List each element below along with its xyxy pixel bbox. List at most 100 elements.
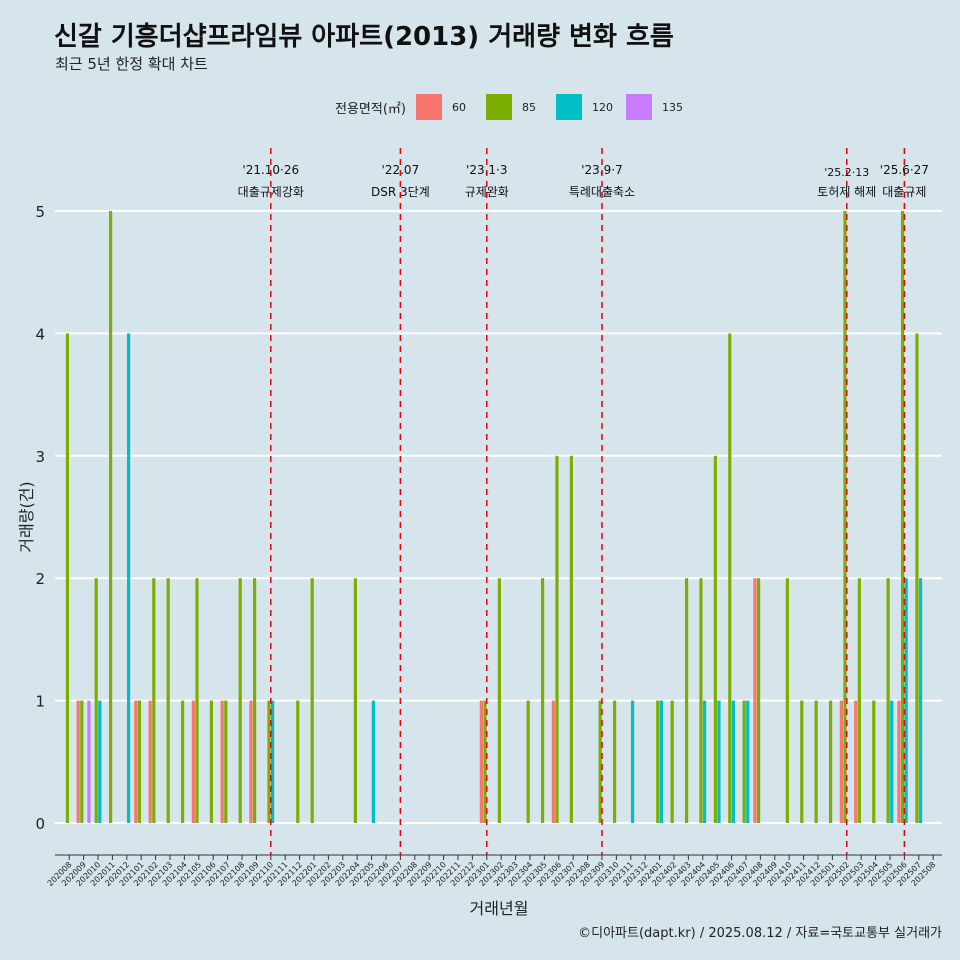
bar-120-202406 (731, 700, 735, 823)
event-date-label: '22.07 (382, 163, 420, 177)
bar-135-202009 (87, 700, 91, 823)
legend-swatch-85 (485, 94, 512, 120)
bar-85-202302 (497, 578, 501, 823)
bar-120-202507 (918, 578, 923, 823)
bar-120-202311 (630, 700, 635, 823)
source-caption: ©디아파트(dapt.kr) / 2025.08.12 / 자료=국토교통부 실… (578, 926, 942, 941)
bar-85-202105 (195, 578, 199, 823)
y-tick-label: 1 (35, 693, 45, 711)
bar-60-202503 (854, 700, 858, 823)
legend-item-120: 120 (555, 94, 616, 120)
x-axis-title: 거래년월 (470, 899, 529, 918)
bar-120-202012 (126, 333, 131, 823)
bar-120-202506 (904, 578, 908, 823)
legend-swatch-60 (415, 94, 442, 120)
bar-85-202506 (900, 211, 905, 823)
bar-85-202101 (137, 700, 141, 823)
bar-85-202301 (483, 700, 487, 823)
bar-85-202306 (555, 455, 559, 823)
bar-85-202505 (886, 578, 890, 823)
bar-120-202110 (270, 700, 275, 823)
bar-85-202411 (800, 700, 804, 823)
event-date-label: '25.6·27 (880, 163, 929, 177)
bar-120-202010 (98, 700, 102, 823)
chart-subtitle: 최근 5년 한정 확대 차트 (55, 55, 208, 73)
event-date-label: '25.2·13 (824, 166, 869, 179)
y-tick-label: 5 (35, 203, 45, 221)
bar-60-202109 (249, 700, 253, 823)
bar-85-202310 (612, 700, 617, 823)
event-label: 규제완화 (465, 185, 509, 199)
legend-title: 전용면적(㎡) (335, 101, 406, 117)
bar-85-202305 (540, 578, 545, 823)
y-tick-label: 3 (35, 448, 45, 466)
bar-85-202112 (296, 700, 300, 823)
bar-85-202307 (569, 455, 573, 823)
bar-85-202103 (166, 578, 170, 823)
legend-label-60: 60 (451, 100, 466, 114)
bar-60-202009 (76, 700, 80, 823)
bar-85-202110 (267, 700, 271, 823)
event-label: 토허제 해제 (817, 185, 876, 199)
bar-120-202505 (890, 700, 894, 823)
bar-85-202009 (80, 700, 84, 823)
bar-60-202102 (148, 700, 152, 823)
bar-85-202108 (238, 578, 242, 823)
event-date-label: '21.10·26 (242, 163, 299, 177)
bar-120-202405 (717, 700, 721, 823)
bar-85-202403 (684, 578, 689, 823)
event-label: 특례대출축소 (569, 185, 635, 199)
bar-85-202106 (209, 700, 213, 823)
bar-85-202407 (742, 700, 746, 823)
bar-85-202204 (353, 578, 357, 823)
event-label: DSR 3단계 (371, 185, 430, 199)
bar-85-202010 (94, 578, 98, 823)
bar-60-202502 (839, 700, 843, 823)
bar-85-202507 (915, 333, 919, 823)
bar-85-202404 (699, 578, 703, 823)
bar-85-202405 (713, 455, 717, 823)
bar-85-202412 (814, 700, 818, 823)
legend-label-135: 135 (661, 100, 683, 114)
legend-item-85: 85 (485, 94, 546, 120)
bar-85-202304 (526, 700, 530, 823)
event-date-label: '23.9·7 (581, 163, 622, 177)
bar-85-202410 (785, 578, 789, 823)
bar-85-202107 (224, 700, 228, 823)
bar-60-202408 (753, 578, 757, 823)
bar-85-202102 (152, 578, 156, 823)
legend-item-135: 135 (625, 94, 686, 120)
legend: 전용면적(㎡) 60 85 120 135 (335, 93, 696, 121)
event-label: 대출규제강화 (238, 185, 304, 199)
bar-85-202406 (728, 333, 732, 823)
event-date-label: '23.1·3 (466, 163, 507, 177)
bar-85-202109 (252, 578, 257, 823)
legend-swatch-135 (625, 94, 652, 120)
legend-item-60: 60 (415, 94, 476, 120)
bar-85-202401 (656, 700, 660, 823)
event-label: 대출규제 (882, 185, 926, 199)
bar-60-202107 (220, 700, 224, 823)
y-tick-label: 0 (35, 815, 45, 833)
legend-label-120: 120 (591, 100, 613, 114)
bar-85-202402 (670, 700, 674, 823)
bar-60-202301 (479, 700, 483, 823)
bar-85-202011 (108, 211, 113, 823)
bar-85-202503 (857, 578, 861, 823)
bar-85-202008 (65, 333, 69, 823)
y-tick-label: 4 (35, 325, 45, 343)
y-tick-label: 2 (35, 570, 45, 588)
legend-swatch-120 (555, 94, 582, 120)
bar-85-202201 (310, 578, 314, 823)
bar-60-202101 (134, 700, 138, 823)
bar-120-202401 (659, 700, 663, 823)
bar-120-202404 (702, 700, 707, 823)
bar-60-202105 (191, 700, 195, 823)
bar-85-202501 (828, 700, 833, 823)
bar-85-202104 (180, 700, 185, 823)
bar-60-202306 (551, 700, 555, 823)
bar-85-202504 (872, 700, 876, 823)
legend-label-85: 85 (521, 100, 536, 114)
bar-85-202309 (598, 700, 602, 823)
bar-120-202205 (371, 700, 375, 823)
